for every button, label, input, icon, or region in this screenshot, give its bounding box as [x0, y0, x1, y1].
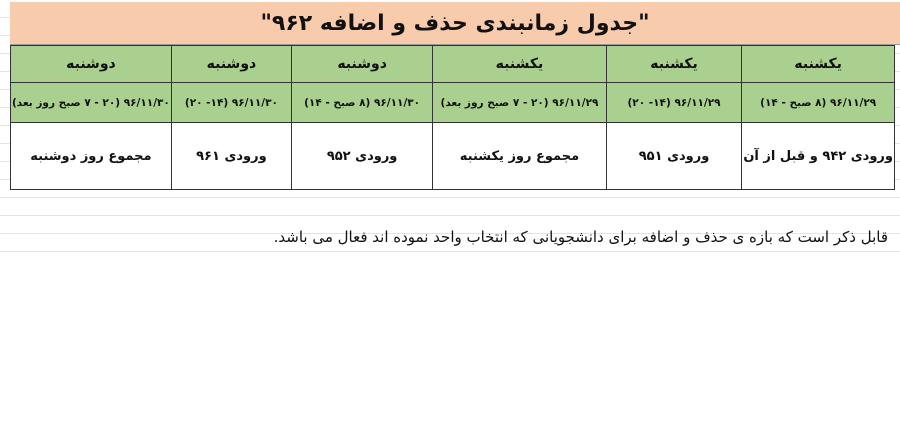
time-cell[interactable]: ۹۶/۱۱/۲۹ (۸ صبح - ۱۴) [741, 82, 895, 123]
note-text[interactable]: قابل ذکر است که بازه ی حذف و اضافه برای … [273, 228, 888, 246]
day-cell[interactable]: یکشنبه [432, 45, 607, 83]
time-cell[interactable]: ۹۶/۱۱/۳۰ (۲۰ - ۷ صبح روز بعد) [10, 82, 172, 123]
day-cell[interactable]: یکشنبه [605, 45, 743, 83]
group-cell[interactable]: مجموع روز یکشنبه [432, 122, 607, 190]
time-cell[interactable]: ۹۶/۱۱/۲۹ (۲۰ - ۷ صبح روز بعد) [432, 82, 607, 123]
day-cell[interactable]: یکشنبه [741, 45, 895, 83]
group-cell[interactable]: مجموع روز دوشنبه [10, 122, 172, 190]
time-cell[interactable]: ۹۶/۱۱/۳۰ (۱۴- ۲۰) [170, 82, 293, 123]
group-cell[interactable]: ورودی ۹۶۱ [170, 122, 293, 190]
time-cell[interactable]: ۹۶/۱۱/۲۹ (۱۴- ۲۰) [605, 82, 743, 123]
group-cell[interactable]: ورودی ۹۵۲ [290, 122, 434, 190]
group-cell[interactable]: ورودی ۹۵۱ [605, 122, 743, 190]
time-cell[interactable]: ۹۶/۱۱/۳۰ (۸ صبح - ۱۴) [290, 82, 434, 123]
day-cell[interactable]: دوشنبه [170, 45, 293, 83]
schedule-table: یکشنبه یکشنبه یکشنبه دوشنبه دوشنبه دوشنب… [10, 45, 895, 190]
day-cell[interactable]: دوشنبه [290, 45, 434, 83]
group-cell[interactable]: ورودی ۹۴۲ و قبل از آن [741, 122, 895, 190]
day-cell[interactable]: دوشنبه [10, 45, 172, 83]
table-title[interactable]: "جدول زمانبندی حذف و اضافه ۹۶۲" [10, 2, 900, 45]
